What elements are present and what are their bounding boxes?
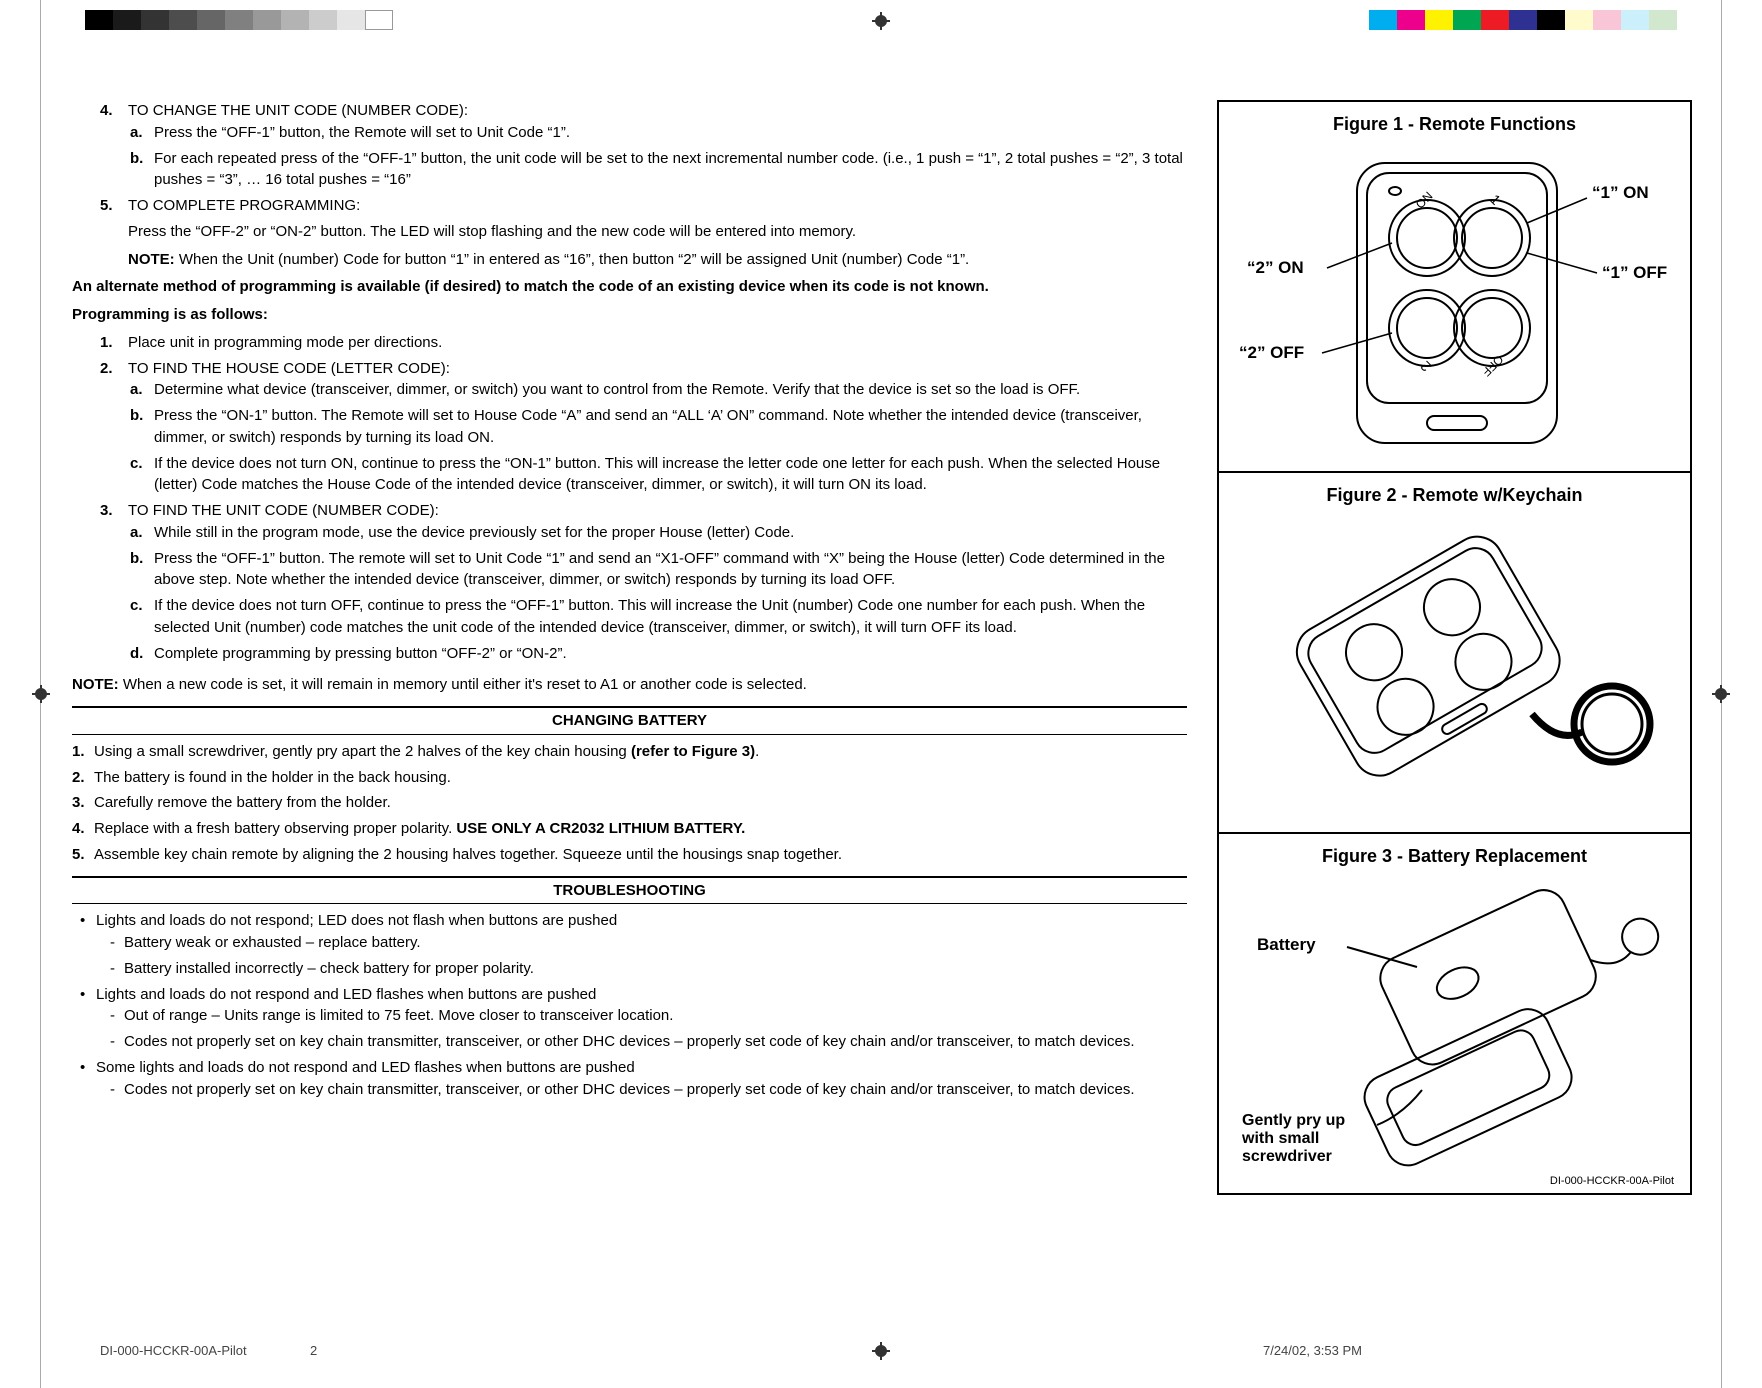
footer-date: 7/24/02, 3:53 PM — [1263, 1343, 1362, 1358]
tb-1: Lights and loads do not respond; LED doe… — [96, 912, 617, 929]
step-4: 4. TO CHANGE THE UNIT CODE (NUMBER CODE)… — [128, 100, 1187, 191]
label-2-off: “2” OFF — [1239, 343, 1304, 362]
registration-marks-top — [0, 10, 1762, 40]
step-4b: For each repeated press of the “OFF-1” b… — [154, 150, 1183, 189]
tb-2-d1: Out of range – Units range is limited to… — [124, 1007, 673, 1024]
batt-2: The battery is found in the holder in th… — [94, 769, 451, 786]
figure-1-svg: ON 1 2 OFF “1” ON “1” OFF “2” ON “2” OFF — [1227, 143, 1682, 463]
step-5-note: NOTE: When the Unit (number) Code for bu… — [128, 249, 1187, 271]
figure-2-title: Figure 2 - Remote w/Keychain — [1227, 485, 1682, 506]
troubleshooting-header: TROUBLESHOOTING — [72, 876, 1187, 905]
step-4-title: TO CHANGE THE UNIT CODE (NUMBER CODE): — [128, 102, 468, 119]
batt-5: Assemble key chain remote by aligning th… — [94, 846, 842, 863]
right-crosshair — [1712, 685, 1730, 703]
prog-3c: If the device does not turn OFF, continu… — [154, 597, 1145, 636]
step-4a: Press the “OFF-1” button, the Remote wil… — [154, 124, 570, 141]
programming-header: Programming is as follows: — [72, 304, 1187, 326]
figure-docid: DI-000-HCCKR-00A-Pilot — [1227, 1175, 1682, 1191]
step-5-title: TO COMPLETE PROGRAMMING: — [128, 197, 360, 214]
tb-2-d2: Codes not properly set on key chain tran… — [124, 1033, 1135, 1050]
left-crosshair — [32, 685, 50, 703]
tb-1-d2: Battery installed incorrectly – check ba… — [124, 960, 534, 977]
figure-3-svg: Battery Gently pry up with small screwdr… — [1227, 875, 1682, 1175]
svg-text:2: 2 — [1417, 358, 1434, 375]
tb-1-d1: Battery weak or exhausted – replace batt… — [124, 934, 421, 951]
step-5: 5. TO COMPLETE PROGRAMMING: Press the “O… — [128, 195, 1187, 270]
footer-docid: DI-000-HCCKR-00A-Pilot — [100, 1343, 247, 1358]
step-5-line: Press the “OFF-2” or “ON-2” button. The … — [128, 221, 1187, 243]
figure-1: Figure 1 - Remote Functions ON 1 2 OFF — [1219, 102, 1690, 471]
prog-2c: If the device does not turn ON, continue… — [154, 455, 1160, 494]
footer-crosshair — [872, 1342, 890, 1360]
prog-3a: While still in the program mode, use the… — [154, 524, 794, 541]
prog-2a: Determine what device (transceiver, dimm… — [154, 381, 1080, 398]
label-2-on: “2” ON — [1247, 258, 1304, 277]
prog-3b: Press the “OFF-1” button. The remote wil… — [154, 550, 1165, 589]
svg-text:1: 1 — [1487, 191, 1504, 208]
prog-3d: Complete programming by pressing button … — [154, 645, 567, 662]
tb-3: Some lights and loads do not respond and… — [96, 1059, 635, 1076]
label-1-off: “1” OFF — [1602, 263, 1667, 282]
prog-1: Place unit in programming mode per direc… — [128, 334, 442, 351]
alt-method-header: An alternate method of programming is av… — [72, 276, 1187, 298]
figure-2-svg — [1227, 514, 1682, 824]
prog-2-title: TO FIND THE HOUSE CODE (LETTER CODE): — [128, 360, 450, 377]
figure-3: Figure 3 - Battery Replacement — [1219, 832, 1690, 1193]
batt-3: Carefully remove the battery from the ho… — [94, 794, 391, 811]
footer-page: 2 — [310, 1343, 317, 1358]
batt-4: Replace with a fresh battery observing p… — [94, 820, 745, 837]
tb-3-d1: Codes not properly set on key chain tran… — [124, 1081, 1135, 1098]
tb-2: Lights and loads do not respond and LED … — [96, 986, 596, 1003]
figures-column: Figure 1 - Remote Functions ON 1 2 OFF — [1217, 100, 1692, 1195]
figure-2: Figure 2 - Remote w/Keychain — [1219, 471, 1690, 832]
label-pry: Gently pry up with small screwdriver — [1241, 1112, 1350, 1165]
figure-3-title: Figure 3 - Battery Replacement — [1227, 846, 1682, 867]
figure-1-title: Figure 1 - Remote Functions — [1227, 114, 1682, 135]
battery-header: CHANGING BATTERY — [72, 706, 1187, 735]
label-1-on: “1” ON — [1592, 183, 1649, 202]
prog-3-title: TO FIND THE UNIT CODE (NUMBER CODE): — [128, 502, 439, 519]
main-text-column: 4. TO CHANGE THE UNIT CODE (NUMBER CODE)… — [100, 100, 1187, 1195]
final-note: NOTE: When a new code is set, it will re… — [72, 674, 1187, 696]
batt-1: Using a small screwdriver, gently pry ap… — [94, 743, 759, 760]
prog-2b: Press the “ON-1” button. The Remote will… — [154, 407, 1142, 446]
label-battery: Battery — [1257, 935, 1316, 954]
